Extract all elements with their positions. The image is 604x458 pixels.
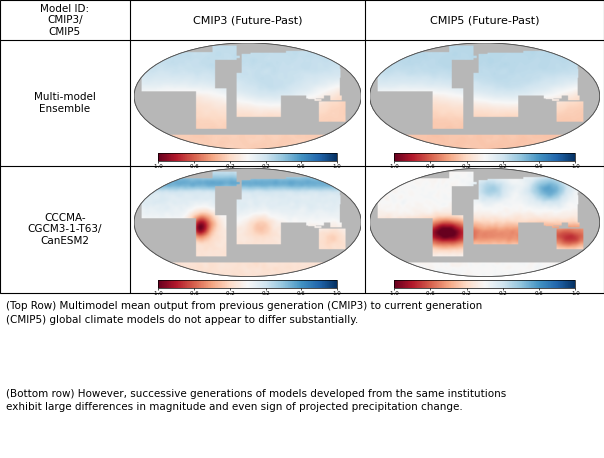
Text: Multi-model
Ensemble: Multi-model Ensemble xyxy=(34,92,96,114)
Text: Model ID:
CMIP3/
CMIP5: Model ID: CMIP3/ CMIP5 xyxy=(40,4,89,37)
Ellipse shape xyxy=(134,43,361,149)
Text: (Top Row) Multimodel mean output from previous generation (CMIP3) to current gen: (Top Row) Multimodel mean output from pr… xyxy=(6,301,482,325)
Text: CMIP3 (Future-Past): CMIP3 (Future-Past) xyxy=(193,15,303,25)
Ellipse shape xyxy=(370,43,600,149)
Text: CMIP5 (Future-Past): CMIP5 (Future-Past) xyxy=(430,15,539,25)
Ellipse shape xyxy=(370,168,600,277)
Ellipse shape xyxy=(134,168,361,277)
Text: (Bottom row) However, successive generations of models developed from the same i: (Bottom row) However, successive generat… xyxy=(6,389,506,412)
Text: CCCMA-
CGCM3-1-T63/
CanESM2: CCCMA- CGCM3-1-T63/ CanESM2 xyxy=(28,213,102,246)
